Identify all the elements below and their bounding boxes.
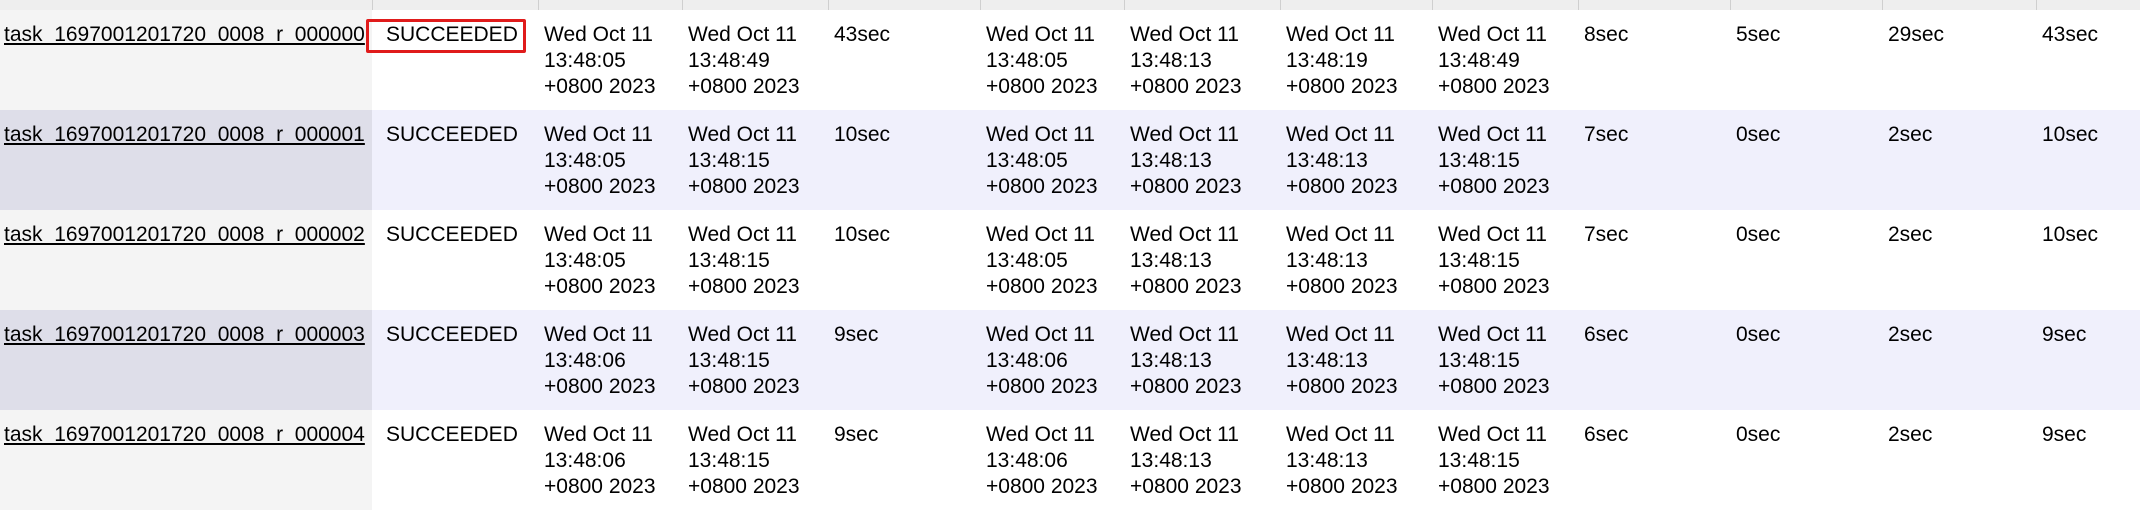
task-name-cell: task_1697001201720_0008_r_000001 xyxy=(0,110,372,210)
shuffle-start-time: Wed Oct 11 13:48:05 +0800 2023 xyxy=(980,10,1124,110)
task-state: SUCCEEDED xyxy=(372,410,538,510)
merge-duration: 0sec xyxy=(1730,210,1882,310)
table-row: task_1697001201720_0008_r_000002 SUCCEED… xyxy=(0,210,2140,310)
reduce-duration: 2sec xyxy=(1882,210,2036,310)
column-separator xyxy=(538,0,539,10)
shuffle-start-time: Wed Oct 11 13:48:05 +0800 2023 xyxy=(980,110,1124,210)
shuffle-duration: 6sec xyxy=(1578,310,1730,410)
reduce-duration: 2sec xyxy=(1882,310,2036,410)
task-name-cell: task_1697001201720_0008_r_000002 xyxy=(0,210,372,310)
attempt-finish-time: Wed Oct 11 13:48:49 +0800 2023 xyxy=(1432,10,1578,110)
attempt-finish-time: Wed Oct 11 13:48:15 +0800 2023 xyxy=(1432,210,1578,310)
task-link[interactable]: task_1697001201720_0008_r_000000 xyxy=(4,23,365,46)
start-time: Wed Oct 11 13:48:06 +0800 2023 xyxy=(538,310,682,410)
column-separator xyxy=(1730,0,1731,10)
merge-finish-time: Wed Oct 11 13:48:13 +0800 2023 xyxy=(1280,210,1432,310)
start-time: Wed Oct 11 13:48:05 +0800 2023 xyxy=(538,210,682,310)
table-row: task_1697001201720_0008_r_000001 SUCCEED… xyxy=(0,110,2140,210)
column-separator xyxy=(1280,0,1281,10)
attempt-finish-time: Wed Oct 11 13:48:15 +0800 2023 xyxy=(1432,410,1578,510)
start-time: Wed Oct 11 13:48:05 +0800 2023 xyxy=(538,10,682,110)
elapsed-time: 10sec xyxy=(828,110,980,210)
reduce-tasks-table: task_1697001201720_0008_r_000000 SUCCEED… xyxy=(0,10,2140,510)
task-link[interactable]: task_1697001201720_0008_r_000001 xyxy=(4,123,365,146)
shuffle-duration: 7sec xyxy=(1578,110,1730,210)
task-state: SUCCEEDED xyxy=(372,10,538,110)
column-separator xyxy=(1124,0,1125,10)
column-separator xyxy=(372,0,373,10)
shuffle-finish-time: Wed Oct 11 13:48:13 +0800 2023 xyxy=(1124,210,1280,310)
column-separator xyxy=(1578,0,1579,10)
task-name-cell: task_1697001201720_0008_r_000004 xyxy=(0,410,372,510)
column-separator xyxy=(828,0,829,10)
table-row: task_1697001201720_0008_r_000000 SUCCEED… xyxy=(0,10,2140,110)
table-body: task_1697001201720_0008_r_000000 SUCCEED… xyxy=(0,10,2140,510)
finish-time: Wed Oct 11 13:48:15 +0800 2023 xyxy=(682,410,828,510)
total-duration: 10sec xyxy=(2036,110,2140,210)
merge-finish-time: Wed Oct 11 13:48:13 +0800 2023 xyxy=(1280,110,1432,210)
elapsed-time: 43sec xyxy=(828,10,980,110)
reduce-duration: 2sec xyxy=(1882,110,2036,210)
column-separator xyxy=(2036,0,2037,10)
merge-duration: 0sec xyxy=(1730,410,1882,510)
finish-time: Wed Oct 11 13:48:49 +0800 2023 xyxy=(682,10,828,110)
shuffle-finish-time: Wed Oct 11 13:48:13 +0800 2023 xyxy=(1124,410,1280,510)
shuffle-duration: 7sec xyxy=(1578,210,1730,310)
start-time: Wed Oct 11 13:48:05 +0800 2023 xyxy=(538,110,682,210)
elapsed-time: 10sec xyxy=(828,210,980,310)
task-link[interactable]: task_1697001201720_0008_r_000002 xyxy=(4,223,365,246)
merge-finish-time: Wed Oct 11 13:48:13 +0800 2023 xyxy=(1280,310,1432,410)
finish-time: Wed Oct 11 13:48:15 +0800 2023 xyxy=(682,210,828,310)
merge-finish-time: Wed Oct 11 13:48:13 +0800 2023 xyxy=(1280,410,1432,510)
task-name-cell: task_1697001201720_0008_r_000003 xyxy=(0,310,372,410)
total-duration: 9sec xyxy=(2036,410,2140,510)
merge-finish-time: Wed Oct 11 13:48:19 +0800 2023 xyxy=(1280,10,1432,110)
total-duration: 9sec xyxy=(2036,310,2140,410)
shuffle-duration: 6sec xyxy=(1578,410,1730,510)
elapsed-time: 9sec xyxy=(828,310,980,410)
task-link[interactable]: task_1697001201720_0008_r_000003 xyxy=(4,323,365,346)
column-separator xyxy=(1432,0,1433,10)
elapsed-time: 9sec xyxy=(828,410,980,510)
finish-time: Wed Oct 11 13:48:15 +0800 2023 xyxy=(682,310,828,410)
task-link[interactable]: task_1697001201720_0008_r_000004 xyxy=(4,423,365,446)
shuffle-finish-time: Wed Oct 11 13:48:13 +0800 2023 xyxy=(1124,110,1280,210)
merge-duration: 0sec xyxy=(1730,110,1882,210)
shuffle-finish-time: Wed Oct 11 13:48:13 +0800 2023 xyxy=(1124,10,1280,110)
shuffle-start-time: Wed Oct 11 13:48:05 +0800 2023 xyxy=(980,210,1124,310)
column-separator xyxy=(1882,0,1883,10)
table-row: task_1697001201720_0008_r_000004 SUCCEED… xyxy=(0,410,2140,510)
task-state: SUCCEEDED xyxy=(372,110,538,210)
reduce-duration: 2sec xyxy=(1882,410,2036,510)
column-separator xyxy=(980,0,981,10)
merge-duration: 5sec xyxy=(1730,10,1882,110)
total-duration: 10sec xyxy=(2036,210,2140,310)
column-separator xyxy=(682,0,683,10)
shuffle-start-time: Wed Oct 11 13:48:06 +0800 2023 xyxy=(980,310,1124,410)
reduce-duration: 29sec xyxy=(1882,10,2036,110)
attempt-finish-time: Wed Oct 11 13:48:15 +0800 2023 xyxy=(1432,110,1578,210)
merge-duration: 0sec xyxy=(1730,310,1882,410)
start-time: Wed Oct 11 13:48:06 +0800 2023 xyxy=(538,410,682,510)
total-duration: 43sec xyxy=(2036,10,2140,110)
task-name-cell: task_1697001201720_0008_r_000000 xyxy=(0,10,372,110)
task-state: SUCCEEDED xyxy=(372,310,538,410)
shuffle-duration: 8sec xyxy=(1578,10,1730,110)
finish-time: Wed Oct 11 13:48:15 +0800 2023 xyxy=(682,110,828,210)
shuffle-start-time: Wed Oct 11 13:48:06 +0800 2023 xyxy=(980,410,1124,510)
table-row: task_1697001201720_0008_r_000003 SUCCEED… xyxy=(0,310,2140,410)
shuffle-finish-time: Wed Oct 11 13:48:13 +0800 2023 xyxy=(1124,310,1280,410)
attempt-finish-time: Wed Oct 11 13:48:15 +0800 2023 xyxy=(1432,310,1578,410)
task-state: SUCCEEDED xyxy=(372,210,538,310)
